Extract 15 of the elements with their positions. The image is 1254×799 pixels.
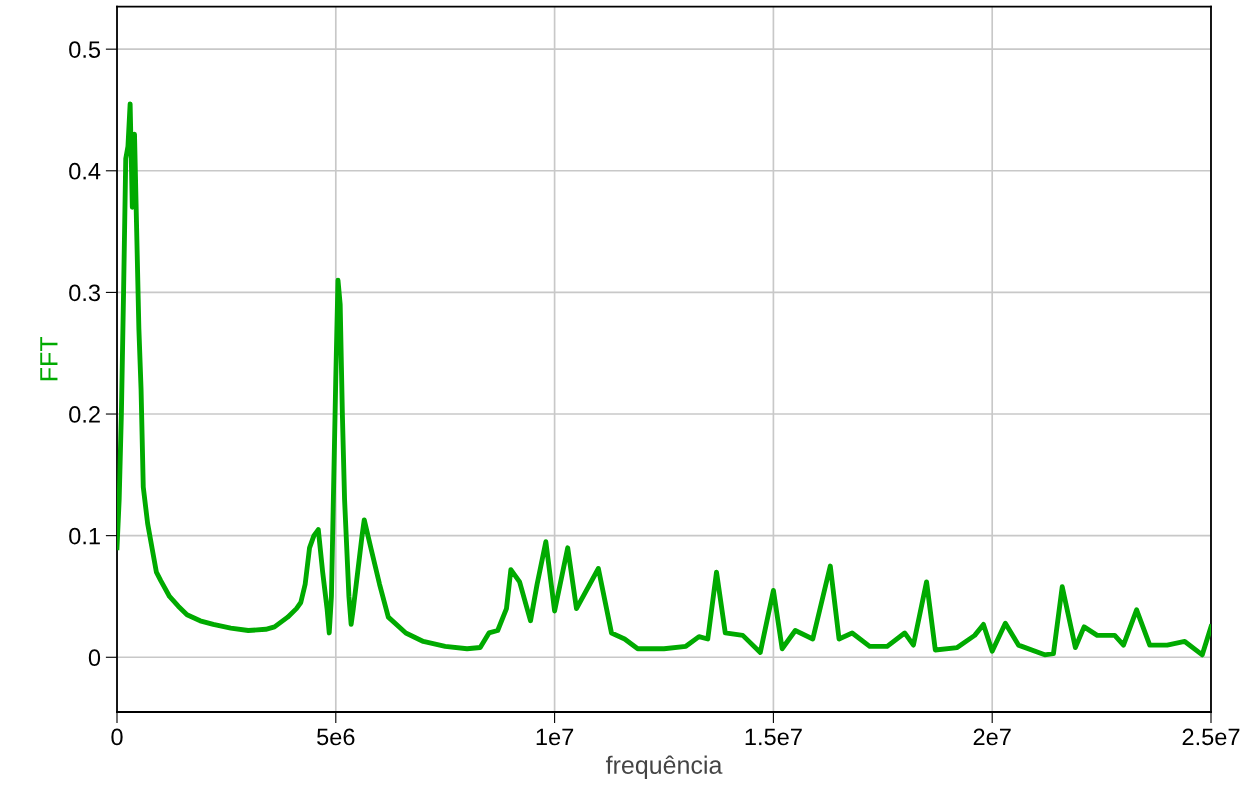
x-tick-label: 2.5e7 [1182, 728, 1240, 746]
y-tick-label: 0.4 [69, 162, 101, 180]
y-tick-label: 0.5 [69, 41, 101, 58]
y-tick-label: 0.3 [69, 284, 100, 302]
x-tick-label: 5e6 [317, 728, 355, 746]
x-tick-label: 1.5e7 [745, 728, 802, 746]
line-series [117, 101, 1211, 658]
x-tick-label: 1e7 [536, 728, 574, 746]
x-tick-label: 2e7 [973, 728, 1011, 746]
y-tick-label: 0 [88, 649, 101, 667]
y-tick-label: 0.1 [69, 527, 100, 545]
y-axis-title: FFT [40, 336, 58, 381]
y-tick-label: 0.2 [69, 406, 100, 423]
x-tick-label: 0 [111, 728, 123, 746]
x-axis-title: frequência [605, 755, 723, 779]
